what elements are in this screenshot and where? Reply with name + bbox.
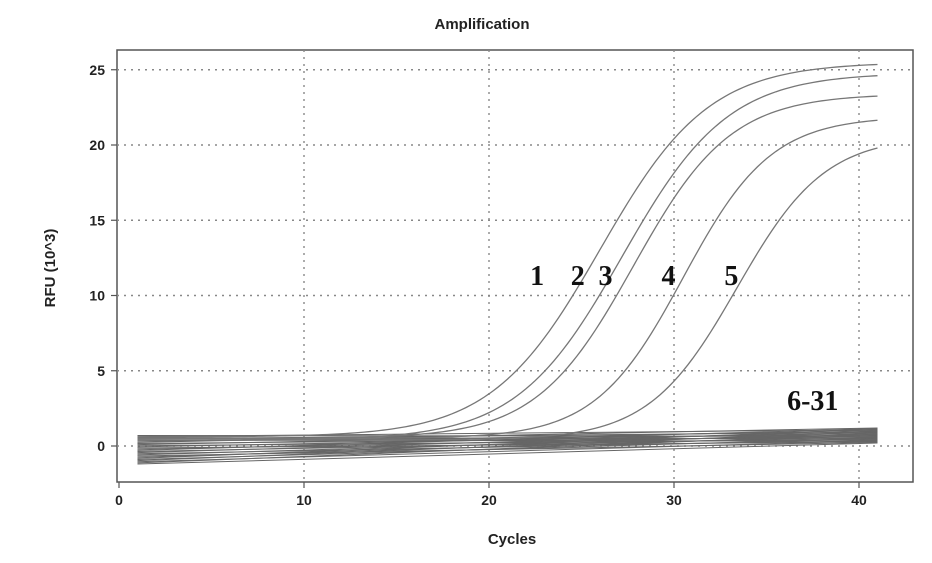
amplification-curve-1 xyxy=(137,63,878,438)
amplification-curve-4 xyxy=(137,119,878,440)
background-curve xyxy=(137,430,878,454)
y-tick-label: 20 xyxy=(89,137,105,153)
y-tick-label: 10 xyxy=(89,288,105,304)
background-curve xyxy=(137,433,878,464)
curve-annotations: 1 2 3 4 5 6-31 xyxy=(530,261,838,417)
background-curve xyxy=(137,428,878,459)
y-axis-ticks: 0 5 10 15 20 25 xyxy=(89,62,117,454)
x-axis-label: Cycles xyxy=(488,531,536,548)
x-tick-label: 30 xyxy=(666,492,682,508)
amplification-curve-2 xyxy=(137,75,878,441)
y-tick-label: 15 xyxy=(89,212,105,228)
amplification-curve-3 xyxy=(137,95,878,440)
x-tick-label: 40 xyxy=(851,492,867,508)
curve-label: 2 xyxy=(571,261,585,292)
background-curve xyxy=(137,428,878,451)
background-curve xyxy=(137,429,878,446)
x-tick-label: 20 xyxy=(481,492,497,508)
x-axis-ticks: 0 10 20 30 40 xyxy=(115,482,867,508)
amplification-curves xyxy=(137,63,878,441)
curve-label: 4 xyxy=(661,261,675,292)
amplification-curve-5 xyxy=(137,147,878,441)
curve-label: 1 xyxy=(530,261,544,292)
curve-label: 5 xyxy=(724,261,738,292)
background-curve xyxy=(137,442,878,465)
background-curves xyxy=(137,427,878,465)
y-tick-label: 5 xyxy=(97,363,105,379)
background-curve xyxy=(137,431,878,462)
y-tick-label: 0 xyxy=(97,438,105,454)
curve-label: 3 xyxy=(599,261,613,292)
chart-title: Amplification xyxy=(434,16,529,33)
y-axis-label: RFU (10^3) xyxy=(42,229,59,308)
grid-lines xyxy=(117,50,913,482)
x-tick-label: 0 xyxy=(115,492,123,508)
curve-label: 6-31 xyxy=(787,386,838,417)
plot-frame xyxy=(116,49,914,483)
y-tick-label: 25 xyxy=(89,62,105,78)
x-tick-label: 10 xyxy=(296,492,312,508)
